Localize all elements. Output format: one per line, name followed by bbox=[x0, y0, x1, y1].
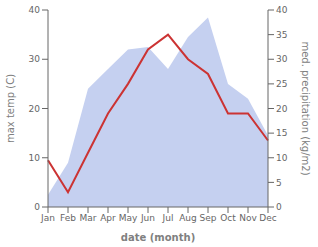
svg-text:10: 10 bbox=[276, 153, 288, 163]
svg-text:35: 35 bbox=[276, 30, 287, 40]
svg-text:20: 20 bbox=[29, 104, 41, 114]
svg-text:Oct: Oct bbox=[220, 213, 236, 223]
svg-text:Dec: Dec bbox=[259, 213, 276, 223]
svg-text:Aug: Aug bbox=[179, 213, 197, 223]
svg-text:Mar: Mar bbox=[80, 213, 97, 223]
svg-text:date (month): date (month) bbox=[121, 232, 195, 243]
svg-text:40: 40 bbox=[276, 5, 288, 15]
svg-text:max temp (C): max temp (C) bbox=[8, 74, 16, 143]
svg-text:Sep: Sep bbox=[200, 213, 217, 223]
svg-text:med. precipitation (kg/m2): med. precipitation (kg/m2) bbox=[300, 41, 310, 175]
svg-text:30: 30 bbox=[276, 54, 288, 64]
svg-text:Nov: Nov bbox=[239, 213, 257, 223]
svg-text:15: 15 bbox=[276, 128, 287, 138]
svg-text:0: 0 bbox=[34, 202, 40, 212]
svg-text:0: 0 bbox=[276, 202, 282, 212]
svg-text:Feb: Feb bbox=[60, 213, 76, 223]
svg-text:20: 20 bbox=[276, 104, 288, 114]
svg-text:Apr: Apr bbox=[100, 213, 116, 223]
svg-text:25: 25 bbox=[276, 79, 287, 89]
svg-text:30: 30 bbox=[29, 54, 41, 64]
svg-text:5: 5 bbox=[276, 178, 282, 188]
svg-text:40: 40 bbox=[29, 5, 41, 15]
svg-text:Jul: Jul bbox=[162, 213, 174, 223]
svg-text:Jan: Jan bbox=[40, 213, 55, 223]
svg-text:May: May bbox=[119, 213, 138, 223]
svg-text:10: 10 bbox=[29, 153, 41, 163]
svg-text:Jun: Jun bbox=[140, 213, 155, 223]
